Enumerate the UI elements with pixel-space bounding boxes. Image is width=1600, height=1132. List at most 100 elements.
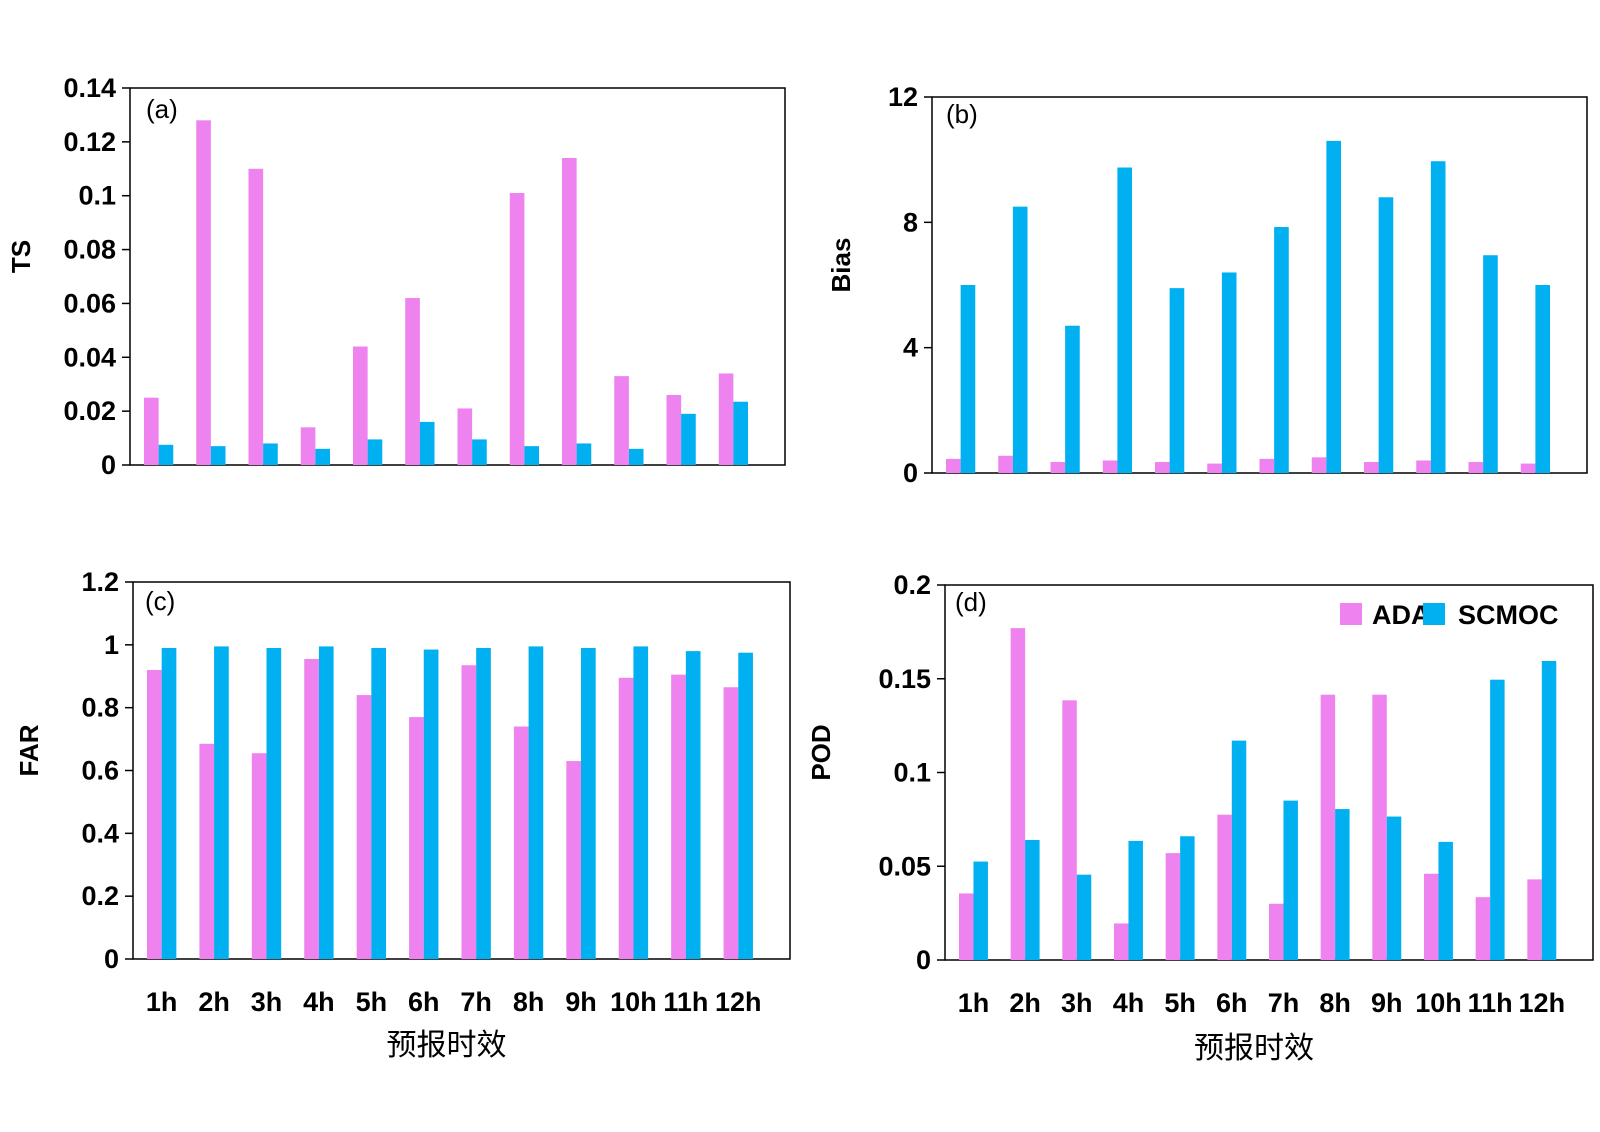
x-tick-label: 3h xyxy=(251,987,283,1017)
y-tick-label: 1 xyxy=(104,630,119,660)
y-tick-label: 12 xyxy=(888,82,918,112)
y-tick-label: 0.15 xyxy=(878,664,931,694)
bar-ada-9h xyxy=(562,158,577,465)
bar-ada-7h xyxy=(1269,903,1284,960)
y-tick-label: 0.2 xyxy=(893,570,931,600)
bar-ada-10h xyxy=(618,677,634,959)
bar-ada-2h xyxy=(196,120,211,466)
x-tick-label: 11h xyxy=(1468,988,1513,1018)
y-tick-label: 0.06 xyxy=(63,288,116,318)
bar-ada-5h xyxy=(353,346,368,465)
x-tick-label: 5h xyxy=(356,987,388,1017)
x-tick-label: 9h xyxy=(1371,988,1403,1018)
y-tick-label: 8 xyxy=(903,207,918,237)
bar-ada-2h xyxy=(998,455,1013,473)
bar-ada-6h xyxy=(409,717,424,959)
bar-scmoc-8h xyxy=(1335,809,1350,960)
panel-c: 0 0.2 0.4 0.6 0.8 1 1.2 1h 2h 3h 4h 5h 6h 7h 8h 9h 10h 11… xyxy=(14,567,791,1063)
x-tick-label: 4h xyxy=(1113,988,1145,1018)
bar-scmoc-6h xyxy=(1231,740,1247,960)
y-tick-label: 0.1 xyxy=(893,758,931,788)
bar-ada-9h xyxy=(1364,462,1379,473)
y-tick-label: 0.14 xyxy=(63,73,116,103)
panel-label: (a) xyxy=(146,94,178,124)
bar-ada-12h xyxy=(718,373,734,465)
bar-ada-8h xyxy=(1320,694,1336,960)
bar-scmoc-1h xyxy=(161,647,177,959)
x-tick-label: 12h xyxy=(1519,988,1566,1018)
y-axis-label: FAR xyxy=(14,724,44,776)
bar-scmoc-7h xyxy=(1283,800,1298,960)
bar-scmoc-9h xyxy=(1378,197,1394,473)
bar-ada-3h xyxy=(1050,462,1066,473)
bar-scmoc-6h xyxy=(419,421,435,465)
bar-scmoc-3h xyxy=(266,647,282,959)
y-tick-label: 0.6 xyxy=(81,756,119,786)
bar-ada-5h xyxy=(356,695,372,959)
bar-scmoc-3h xyxy=(263,443,278,465)
bar-scmoc-10h xyxy=(1430,161,1446,473)
bar-scmoc-8h xyxy=(528,646,544,959)
bar-scmoc-5h xyxy=(371,647,387,959)
y-tick-label: 0 xyxy=(903,458,918,488)
x-tick-label: 2h xyxy=(1009,988,1041,1018)
bar-scmoc-2h xyxy=(1025,840,1040,960)
legend-swatch-ada xyxy=(1340,603,1362,625)
bar-ada-1h xyxy=(144,397,159,465)
bar-scmoc-9h xyxy=(581,647,596,959)
bar-ada-12h xyxy=(723,687,739,959)
legend-swatch-scmoc xyxy=(1423,603,1445,625)
x-tick-label: 6h xyxy=(408,987,440,1017)
bar-scmoc-10h xyxy=(628,448,644,465)
bar-scmoc-6h xyxy=(1221,272,1237,473)
bar-scmoc-9h xyxy=(1386,816,1402,960)
y-tick-label: 0.4 xyxy=(81,818,119,848)
bar-scmoc-1h xyxy=(960,285,976,473)
panel-d: 0 0.05 0.1 0.15 0.2 1h 2h 3h 4h 5h 6h 7h 8h 9h 10h 11h 1… xyxy=(806,570,1594,1066)
bar-scmoc-12h xyxy=(733,401,749,465)
panel-a: 0 0.02 0.04 0.06 0.08 0.1 0.12 0.14 TS (a) xyxy=(6,73,786,480)
x-axis-label: 预报时效 xyxy=(1194,1031,1314,1066)
x-tick-label: 3h xyxy=(1061,988,1093,1018)
y-tick-label: 1.2 xyxy=(81,567,119,597)
bar-scmoc-3h xyxy=(1065,325,1080,473)
bar-scmoc-11h xyxy=(681,413,696,465)
bar-ada-6h xyxy=(1207,463,1222,473)
y-tick-label: 0.12 xyxy=(63,127,116,157)
bar-ada-5h xyxy=(1155,462,1170,473)
bar-scmoc-4h xyxy=(1128,840,1143,960)
bar-ada-8h xyxy=(509,193,525,465)
y-axis-label: Bias xyxy=(826,238,856,293)
bar-scmoc-9h xyxy=(576,443,592,465)
bar-scmoc-7h xyxy=(476,647,491,959)
x-tick-label: 8h xyxy=(513,987,545,1017)
y-tick-label: 0.8 xyxy=(81,693,119,723)
bar-scmoc-4h xyxy=(318,646,334,959)
x-tick-label: 4h xyxy=(303,987,335,1017)
y-tick-label: 0.05 xyxy=(878,851,931,881)
bar-ada-6h xyxy=(1217,814,1232,960)
bar-ada-4h xyxy=(304,658,319,959)
x-axis-label: 预报时效 xyxy=(387,1028,507,1063)
panel-b: 0 4 8 12 Bias (b) xyxy=(826,82,1588,488)
x-tick-label: 7h xyxy=(1268,988,1300,1018)
x-tick-label: 1h xyxy=(146,987,178,1017)
bar-scmoc-5h xyxy=(367,439,383,465)
bar-scmoc-2h xyxy=(1012,206,1028,473)
bar-scmoc-11h xyxy=(1490,679,1505,960)
bar-scmoc-2h xyxy=(210,446,226,465)
bar-ada-8h xyxy=(513,726,529,959)
panel-label: (b) xyxy=(946,99,978,129)
legend-label-ada: ADA xyxy=(1372,600,1431,630)
bar-ada-10h xyxy=(1424,873,1439,960)
legend: ADA SCMOC xyxy=(1340,600,1559,630)
bar-ada-2h xyxy=(1010,628,1026,960)
x-tick-label: 8h xyxy=(1319,988,1351,1018)
x-tick-label: 1h xyxy=(958,988,990,1018)
bar-ada-1h xyxy=(946,458,961,473)
bar-ada-3h xyxy=(1062,700,1077,960)
y-tick-label: 0.08 xyxy=(63,235,116,265)
bar-ada-2h xyxy=(199,743,215,959)
bar-ada-11h xyxy=(1475,897,1491,960)
